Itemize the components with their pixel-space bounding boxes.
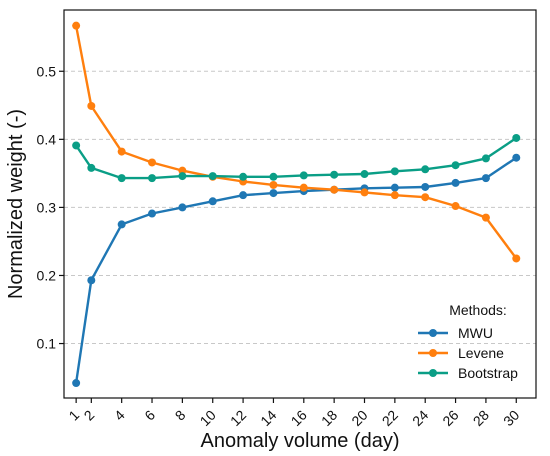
data-point xyxy=(512,153,521,162)
data-point xyxy=(269,189,278,198)
x-tick-label: 10 xyxy=(197,407,219,429)
y-tick-label: 0.3 xyxy=(37,199,57,215)
data-point xyxy=(72,379,81,388)
y-tick-label: 0.2 xyxy=(37,267,57,283)
data-point xyxy=(117,174,126,183)
y-tick-label: 0.1 xyxy=(37,336,57,352)
x-tick-label: 14 xyxy=(257,407,279,429)
data-point xyxy=(512,133,521,142)
legend-swatch-marker xyxy=(429,369,437,377)
data-point xyxy=(148,158,157,167)
data-point xyxy=(390,167,399,176)
data-point xyxy=(421,165,430,174)
data-point xyxy=(330,185,339,194)
data-point xyxy=(178,172,187,181)
data-point xyxy=(421,182,430,191)
data-point xyxy=(148,209,157,218)
x-tick-label: 20 xyxy=(348,407,370,429)
data-point xyxy=(360,188,369,197)
legend-entry-label: Levene xyxy=(458,345,504,361)
x-tick-label: 8 xyxy=(172,407,189,424)
legend-swatch-marker xyxy=(429,329,437,337)
data-point xyxy=(390,183,399,192)
data-point xyxy=(87,101,96,110)
legend: Methods: MWU Levene Bootstrap xyxy=(418,302,518,381)
x-tick-label: 28 xyxy=(470,407,492,429)
data-point xyxy=(239,172,248,181)
plot-frame xyxy=(63,9,537,399)
data-point xyxy=(117,147,126,156)
legend-entry-label: MWU xyxy=(458,325,493,341)
data-point xyxy=(360,170,369,179)
x-tick-label: 24 xyxy=(409,407,431,429)
data-point xyxy=(421,193,430,202)
x-tick-label: 16 xyxy=(288,407,310,429)
y-axis-label: Normalized weight (-) xyxy=(5,109,27,299)
series-mwu xyxy=(72,153,521,388)
data-point xyxy=(299,183,308,192)
x-tick-label: 2 xyxy=(81,407,98,424)
legend-swatch-marker xyxy=(429,349,437,357)
legend-title: Methods: xyxy=(449,302,507,318)
series-layer xyxy=(72,21,521,388)
data-point xyxy=(451,178,460,187)
data-point xyxy=(269,180,278,189)
series-levene xyxy=(72,21,521,263)
data-point xyxy=(148,174,157,183)
x-tick-label: 30 xyxy=(500,407,522,429)
data-point xyxy=(117,220,126,229)
x-axis-label: Anomaly volume (day) xyxy=(201,430,400,452)
x-tick-label: 26 xyxy=(439,407,461,429)
data-point xyxy=(72,141,81,150)
data-point xyxy=(87,163,96,172)
x-tick-label: 18 xyxy=(318,407,340,429)
data-point xyxy=(72,21,81,30)
data-point xyxy=(269,172,278,181)
data-point xyxy=(239,191,248,200)
data-point xyxy=(390,191,399,200)
data-point xyxy=(87,276,96,285)
data-point xyxy=(208,172,217,181)
series-line xyxy=(74,25,518,260)
y-tick-label: 0.4 xyxy=(37,131,57,147)
data-point xyxy=(481,154,490,163)
x-tick-label: 12 xyxy=(227,407,249,429)
data-point xyxy=(512,254,521,263)
x-tick-label: 22 xyxy=(379,407,401,429)
data-point xyxy=(208,197,217,206)
x-tick-label: 4 xyxy=(111,407,128,424)
x-tick-label: 6 xyxy=(141,407,158,424)
x-tick-label: 1 xyxy=(65,407,82,424)
data-point xyxy=(178,203,187,212)
data-point xyxy=(481,174,490,183)
data-point xyxy=(451,161,460,170)
legend-entry-label: Bootstrap xyxy=(458,365,518,381)
data-point xyxy=(299,171,308,180)
series-bootstrap xyxy=(72,133,521,183)
series-line xyxy=(75,137,517,180)
data-point xyxy=(481,213,490,222)
series-line xyxy=(74,156,517,384)
y-tick-label: 0.5 xyxy=(37,63,57,79)
data-point xyxy=(451,202,460,211)
data-point xyxy=(330,170,339,179)
